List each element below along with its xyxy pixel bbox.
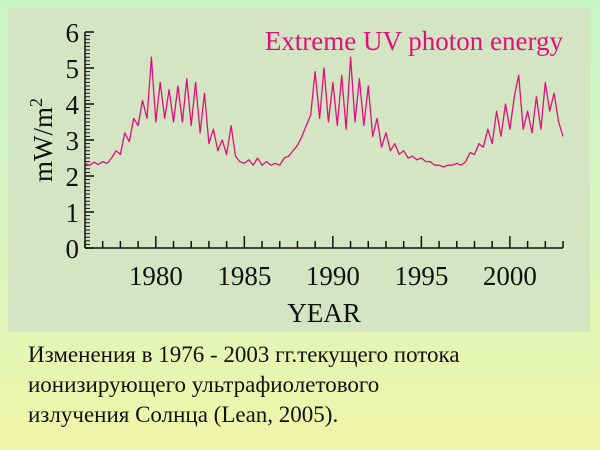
chart-title: Extreme UV photon energy <box>265 26 564 56</box>
x-tick-label: 1990 <box>306 261 360 291</box>
y-tick-label: 4 <box>66 90 80 120</box>
caption-line: излучения Солнца (Lean, 2005). <box>28 402 339 427</box>
caption-line: Изменения в 1976 - 2003 гг.текущего пото… <box>28 342 460 367</box>
x-tick-labels: 1980 1985 1990 1995 2000 <box>129 261 537 291</box>
y-tick-label: 6 <box>66 18 80 48</box>
chart: 0 1 2 3 4 5 6 1980 1985 1990 1995 2000 Extreme UV … <box>26 18 564 328</box>
x-tick-label: 1995 <box>394 261 448 291</box>
chart-panel <box>8 8 590 332</box>
y-tick-labels: 0 1 2 3 4 5 6 <box>66 18 80 264</box>
x-tick-label: 1985 <box>217 261 271 291</box>
series-line <box>84 56 564 168</box>
y-tick-label: 5 <box>66 54 80 84</box>
y-tick-label: 3 <box>66 126 80 156</box>
y-tick-label: 1 <box>66 198 80 228</box>
x-tick-label: 1980 <box>129 261 183 291</box>
y-axis-label: mW/m2 <box>26 98 58 182</box>
y-tick-label: 0 <box>66 234 80 264</box>
x-tick-label: 2000 <box>483 261 537 291</box>
caption: Изменения в 1976 - 2003 гг.текущего пото… <box>28 340 588 430</box>
axis-ticks <box>84 31 564 249</box>
y-tick-label: 2 <box>66 162 80 192</box>
y-axis-label-base: mW/m <box>28 107 58 182</box>
caption-line: ионизирующего ультрафиолетового <box>28 372 380 397</box>
y-axis-label-superscript: 2 <box>26 98 46 107</box>
x-axis-label: YEAR <box>287 298 361 328</box>
